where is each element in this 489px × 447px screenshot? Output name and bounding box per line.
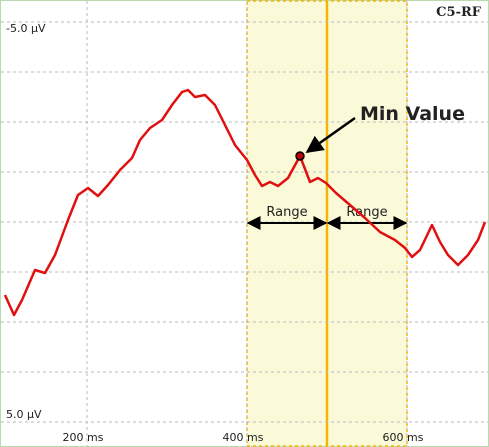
chart-title: C5-RF [436,5,482,20]
x-tick-label: 200 ms [63,431,104,444]
min-point [295,151,305,161]
range-label: Range [346,205,387,220]
range-label: Range [266,205,307,220]
min-arrow [305,116,356,154]
x-tick-label: 400 ms [223,431,264,444]
x-tick-label: 600 ms [383,431,424,444]
y-tick-label: 5.0 µV [6,408,42,421]
data-line [3,88,487,317]
y-tick-label: -5.0 µV [6,22,46,35]
min-label: Min Value [360,103,465,125]
